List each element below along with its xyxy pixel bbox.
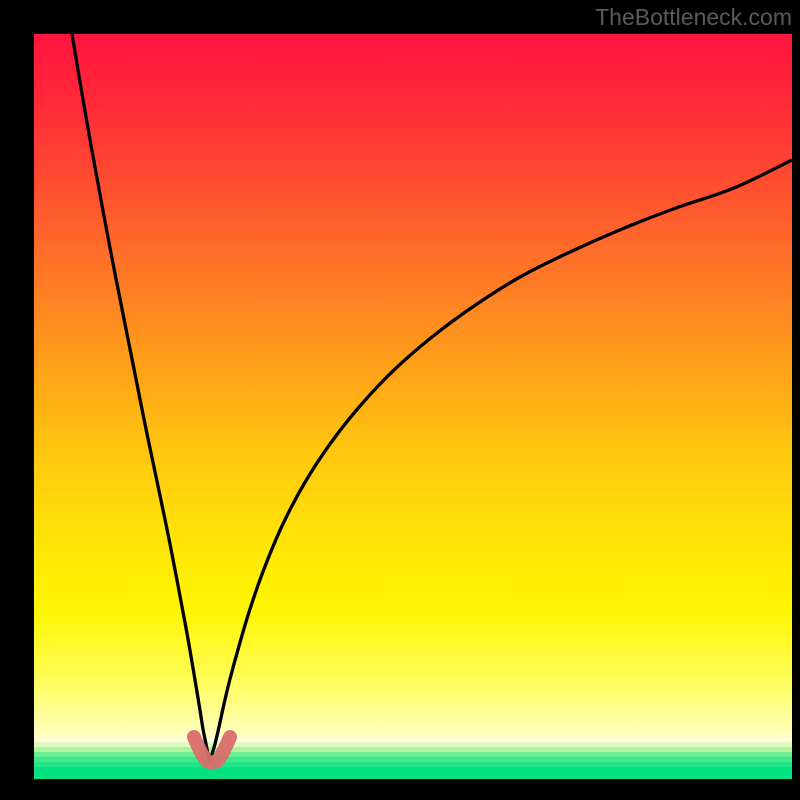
frame-bottom bbox=[0, 779, 800, 800]
frame-left bbox=[0, 0, 34, 800]
bottleneck-curve bbox=[72, 34, 792, 760]
watermark-text: TheBottleneck.com bbox=[595, 4, 792, 31]
plot-area bbox=[34, 34, 792, 779]
curve-overlay bbox=[34, 34, 792, 779]
frame-right bbox=[792, 0, 800, 800]
